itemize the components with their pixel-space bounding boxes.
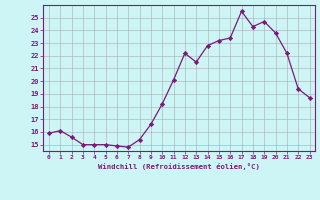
X-axis label: Windchill (Refroidissement éolien,°C): Windchill (Refroidissement éolien,°C) — [98, 163, 260, 170]
